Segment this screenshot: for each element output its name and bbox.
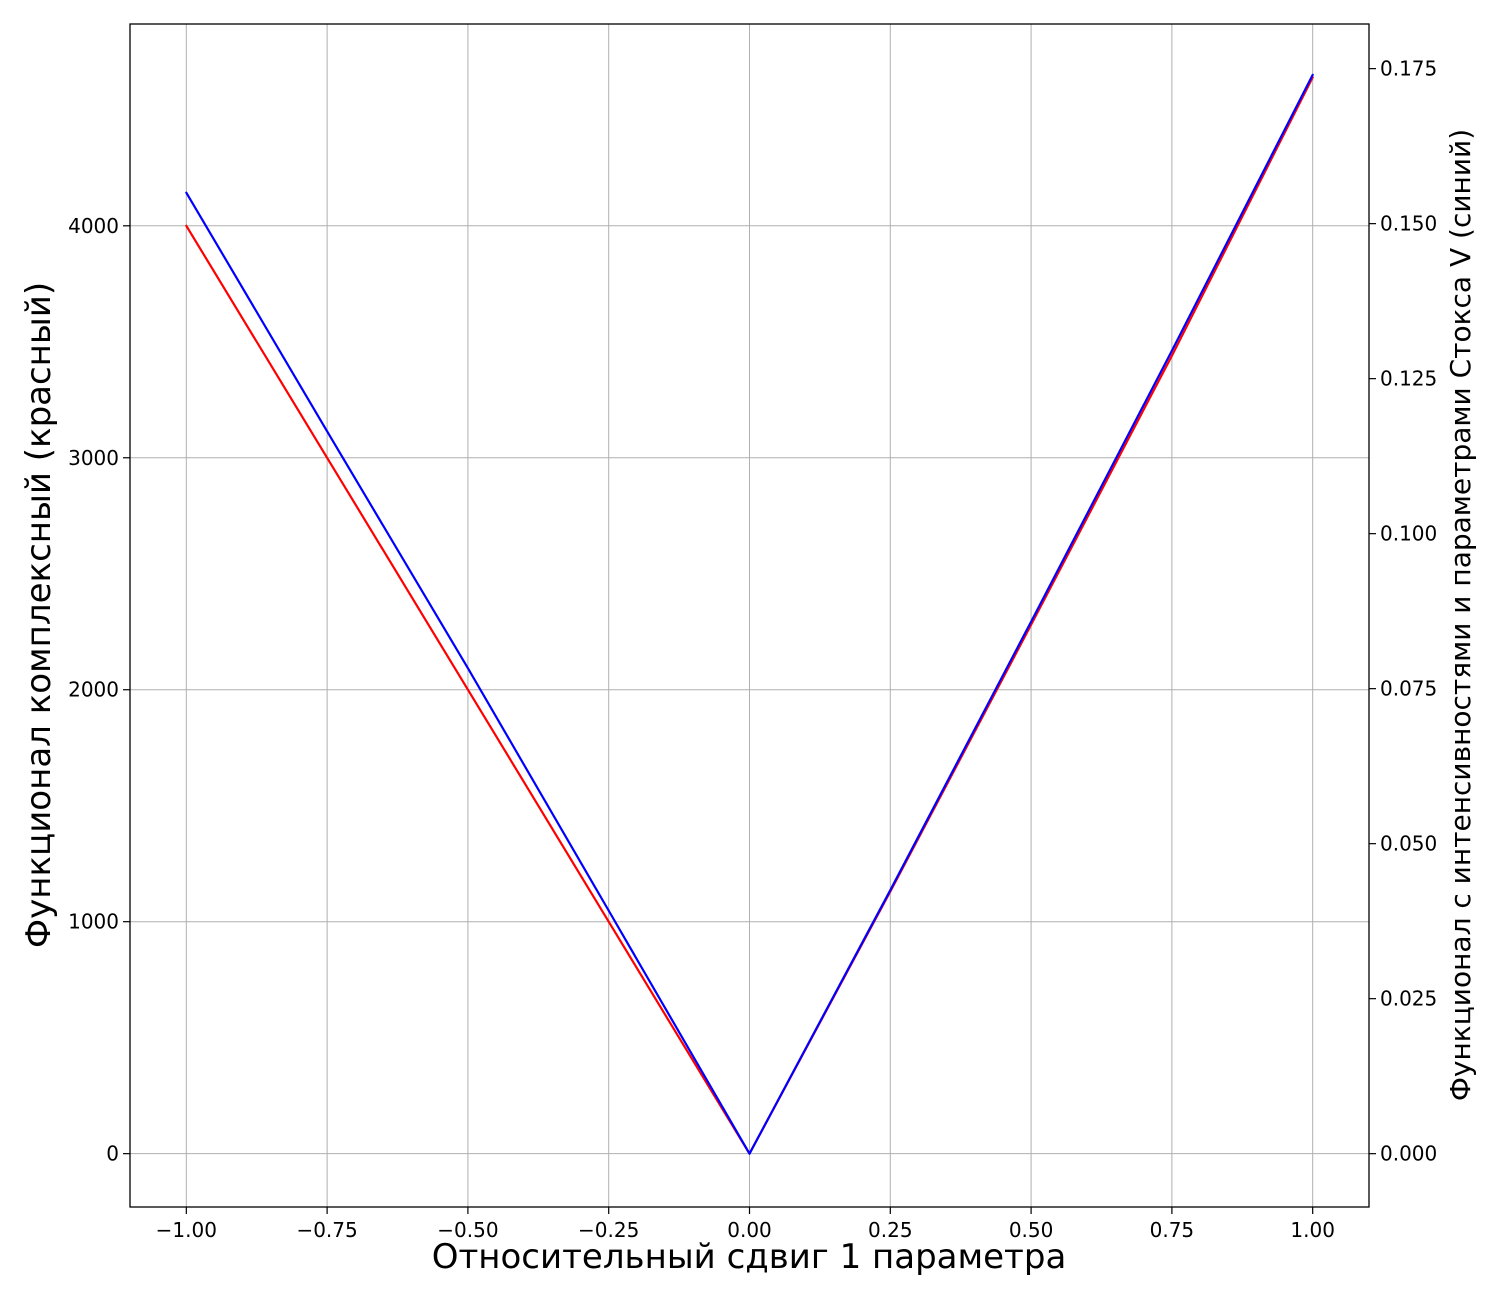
y-left-tick-label: 2000 (68, 678, 119, 702)
y-right-tick-label: 0.025 (1380, 987, 1437, 1011)
x-tick-label: 0.50 (1009, 1218, 1054, 1242)
ticks: −1.00 −0.75 −0.50 −0.25 0.00 0.25 0.50 0.75 1.00… (68, 57, 1437, 1242)
x-tick-label: 0.00 (727, 1218, 772, 1242)
y-axis-right-title: Функционал с интенсивностями и параметра… (1444, 129, 1477, 1101)
x-tick-label: 0.25 (868, 1218, 913, 1242)
y-right-tick-label: 0.175 (1380, 57, 1437, 81)
x-tick-label: 1.00 (1290, 1218, 1335, 1242)
y-left-tick-label: 1000 (68, 910, 119, 934)
y-left-tick-label: 3000 (68, 446, 119, 470)
y-axis-left-title: Функционал комплексный (красный) (19, 282, 59, 948)
series-group (185, 73, 1314, 1155)
grid (130, 24, 1369, 1207)
x-axis-title: Относительный сдвиг 1 параметра (432, 1237, 1067, 1277)
y-right-tick-label: 0.050 (1380, 832, 1437, 856)
x-tick-label: −1.00 (156, 1218, 217, 1242)
y-left-tick-label: 4000 (68, 214, 119, 238)
y-right-tick-label: 0.100 (1380, 522, 1437, 546)
x-tick-label: −0.50 (437, 1218, 498, 1242)
y-left-tick-label: 0 (106, 1142, 119, 1166)
x-tick-label: −0.75 (296, 1218, 357, 1242)
y-right-tick-label: 0.125 (1380, 367, 1437, 391)
x-tick-label: −0.25 (578, 1218, 639, 1242)
series-line-right-axis (185, 73, 1314, 1155)
x-tick-label: 0.75 (1150, 1218, 1195, 1242)
y-right-tick-label: 0.150 (1380, 212, 1437, 236)
y-right-tick-label: 0.075 (1380, 677, 1437, 701)
y-right-tick-label: 0.000 (1380, 1142, 1437, 1166)
